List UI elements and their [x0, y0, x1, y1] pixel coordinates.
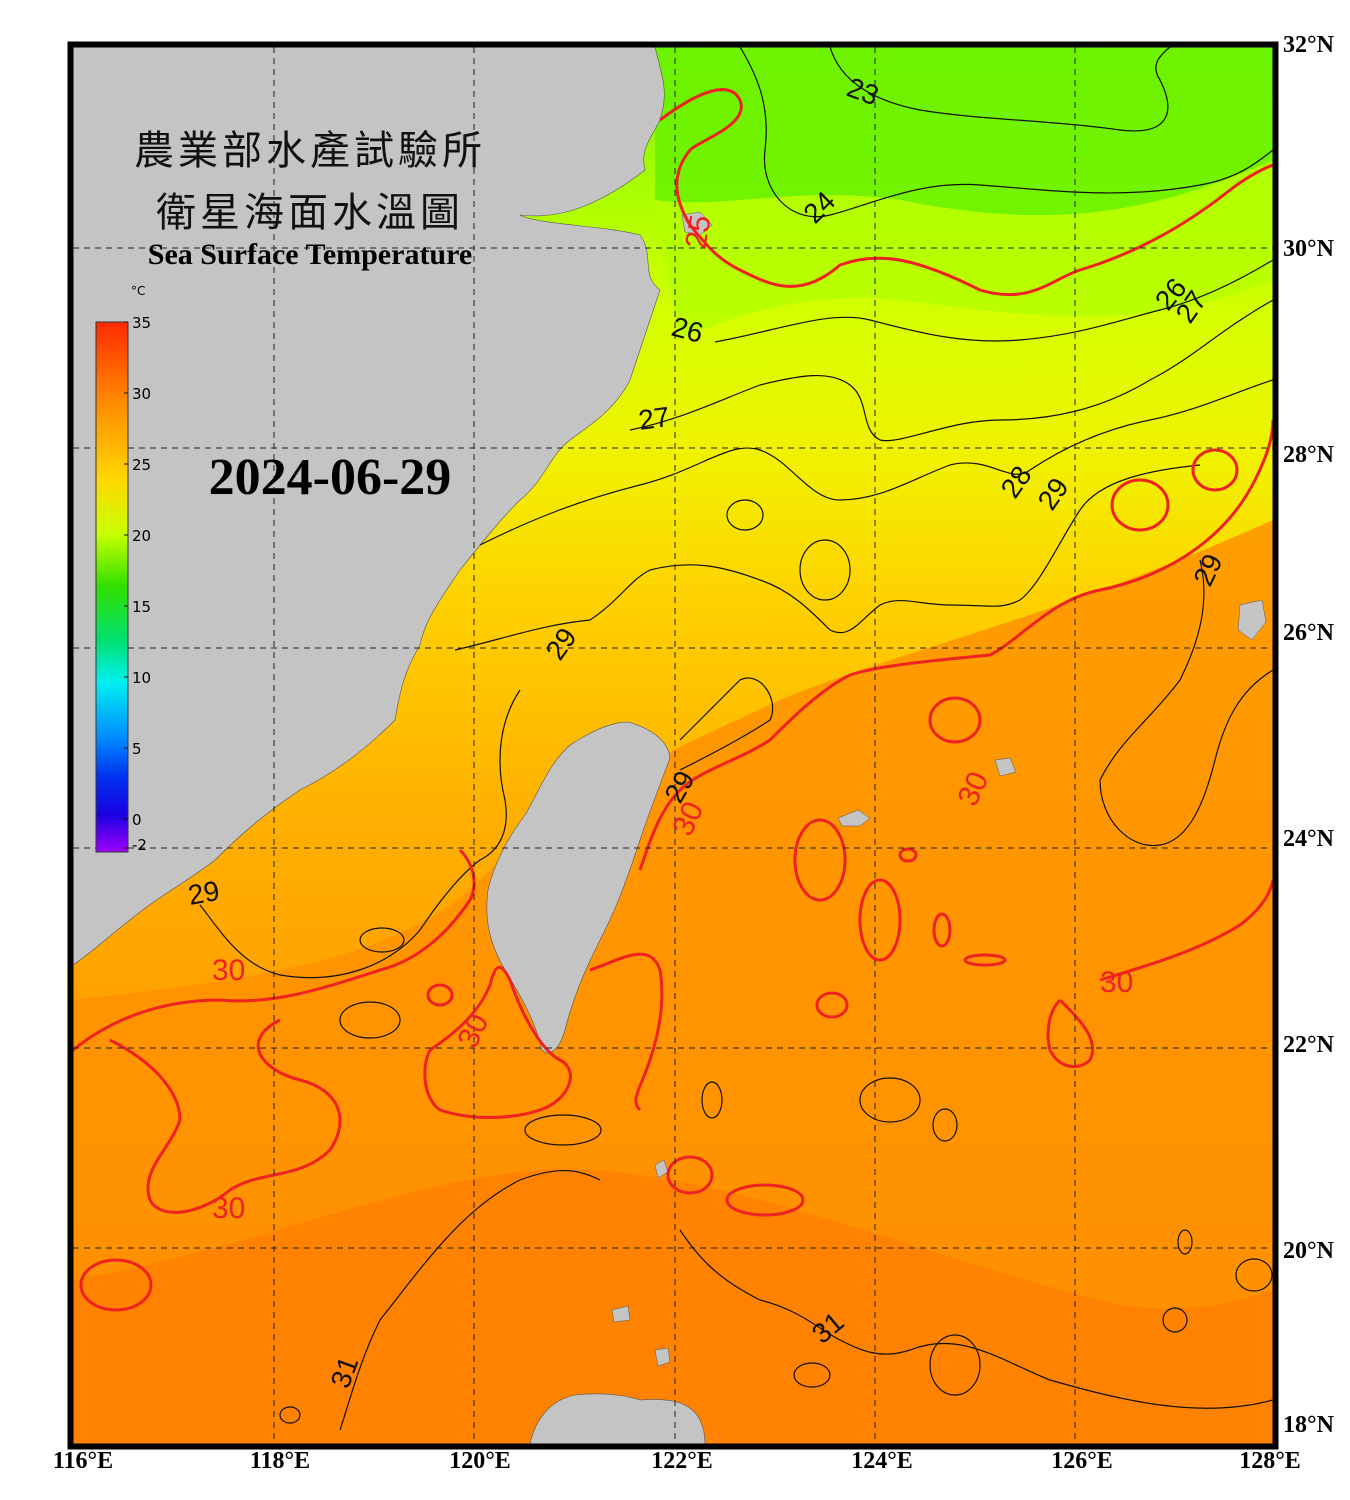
sst-cool-zone-north [655, 47, 1273, 216]
lat-label-32n: 32°N [1283, 32, 1334, 58]
island [654, 1347, 671, 1367]
isotherm-30-eddy [666, 1155, 714, 1195]
lat-label-24n: 24°N [1283, 826, 1334, 852]
isotherm-30-east [1099, 879, 1273, 982]
colorbar-tick-label: 15 [132, 598, 152, 616]
colorbar [95, 321, 129, 853]
isotherm-29-north [454, 464, 1201, 651]
isotherm-30-kuroshio [589, 952, 664, 1112]
isotherm-30-south [109, 1018, 342, 1214]
isotherm-23 [829, 47, 1171, 132]
colorbar-tick-label: 30 [132, 385, 152, 403]
isotherm-30-west [73, 848, 476, 1052]
contour-label-30: 30 [1100, 966, 1133, 999]
lon-label-124e: 124°E [851, 1448, 913, 1474]
isotherm-30-eddy [928, 696, 982, 744]
isotherm-30-southeast [1046, 998, 1095, 1069]
contour-label-27: 27 [637, 401, 672, 436]
isotherm-eddy [1235, 1258, 1273, 1292]
lon-label-116e: 116°E [52, 1448, 114, 1474]
isotherm-eddy [359, 927, 405, 953]
isotherm-30-eddy [426, 983, 454, 1007]
island [837, 809, 871, 827]
lat-label-28n: 28°N [1283, 442, 1334, 468]
colorbar-ticks [124, 321, 128, 849]
isotherm-30-eddy [963, 953, 1007, 967]
isotherm-eddy [279, 1406, 301, 1424]
isotherm-30-eddy [932, 912, 952, 948]
isotherm-30-eddy [815, 991, 849, 1019]
isotherm-eddy [793, 1362, 831, 1388]
isotherm-eddy [1177, 1229, 1193, 1255]
colorbar-tick-label: 20 [132, 527, 152, 545]
isotherm-30-eddy [858, 878, 902, 962]
lat-label-30n: 30°N [1283, 236, 1334, 262]
map-frame [67, 41, 1279, 1450]
isotherm-eddy [929, 1334, 981, 1396]
contour-label-29: 29 [186, 875, 222, 911]
isotherm-28 [479, 379, 1273, 546]
isotherm-eddy [799, 539, 851, 601]
isotherm-31-east [679, 1229, 1273, 1409]
isotherm-eddy [859, 1077, 921, 1123]
island [994, 757, 1017, 777]
isotherm-eddy [701, 1081, 723, 1119]
isotherm-eddy [932, 1108, 958, 1142]
island [1237, 599, 1267, 641]
title-chinese-line2: 衛星海面水溫圖 [156, 190, 464, 236]
sst-hot-zone-south [73, 1169, 1273, 1444]
isotherm-30-eddy [79, 1258, 153, 1312]
lon-label-126e: 126°E [1051, 1448, 1113, 1474]
isotherm-30-eddy [725, 1183, 805, 1217]
lat-label-22n: 22°N [1283, 1032, 1334, 1058]
isotherm-30-main [638, 419, 1273, 871]
colorbar-tick-label: 10 [132, 669, 152, 687]
isotherm-lines [199, 47, 1273, 1431]
lat-label-20n: 20°N [1283, 1238, 1334, 1264]
isotherm-eddy [726, 499, 764, 531]
lon-label-120e: 120°E [449, 1448, 511, 1474]
lat-label-26n: 26°N [1283, 620, 1334, 646]
isotherm-29-east [679, 677, 774, 771]
china-mainland [73, 47, 665, 966]
isotherm-eddy [1162, 1307, 1188, 1333]
colorbar-tick-label: 25 [132, 456, 152, 474]
lon-label-118e: 118°E [249, 1448, 311, 1474]
title-english: Sea Surface Temperature [147, 238, 473, 271]
lon-label-122e: 122°E [651, 1448, 713, 1474]
lat-label-18n: 18°N [1283, 1412, 1334, 1438]
isotherm-30-strait [423, 966, 572, 1119]
island [611, 1305, 631, 1323]
contour-label-30: 30 [212, 954, 245, 987]
isotherm-eddy [524, 1114, 602, 1146]
isotherm-30-lines [73, 88, 1273, 1312]
colorbar-tick-label: 35 [132, 314, 152, 332]
isotherm-29-taiwan [199, 689, 521, 979]
isotherm-30-eddy [793, 818, 847, 902]
colorbar-tick-label: -2 [132, 836, 147, 854]
colorbar-unit: °C [131, 284, 146, 298]
taiwan-island [486, 721, 671, 1054]
isotherm-26 [714, 259, 1273, 343]
contour-label-25: 25 [679, 213, 717, 252]
isotherm-27 [629, 299, 1273, 442]
isotherm-30-eddy [898, 847, 918, 863]
sst-green-band [655, 160, 1273, 340]
map-date: 2024-06-29 [208, 449, 452, 506]
luzon-island [529, 1393, 706, 1444]
isotherm-30-eddy [1191, 448, 1239, 492]
isotherm-eddy [339, 1001, 401, 1039]
isotherm-30-eddy [1110, 478, 1170, 532]
lon-label-128e: 128°E [1239, 1448, 1301, 1474]
title-chinese-line1: 農業部水產試驗所 [134, 128, 486, 174]
colorbar-tick-label: 5 [132, 740, 142, 758]
colorbar-tick-label: 0 [132, 811, 142, 829]
isotherm-24 [739, 47, 1273, 218]
isotherm-29-far-east [1099, 559, 1273, 847]
contour-label-30: 30 [212, 1192, 245, 1225]
isotherm-25 [659, 88, 1273, 297]
island [681, 211, 713, 236]
graticule [73, 47, 1273, 1444]
